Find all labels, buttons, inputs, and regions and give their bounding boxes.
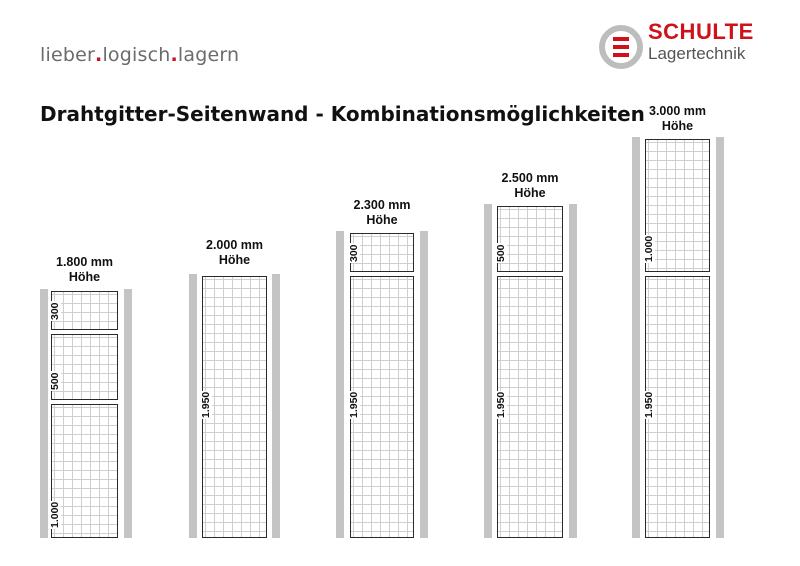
mesh-panel: 500 xyxy=(495,206,563,272)
mesh-panel: 500 xyxy=(49,334,118,400)
mesh-panel: 1.000 xyxy=(49,404,118,538)
mesh-panel: 300 xyxy=(348,233,414,272)
slogan-part: lagern xyxy=(177,44,240,66)
height-label: 1.800 mm Höhe xyxy=(31,255,138,285)
slogan-part: lieber xyxy=(40,44,96,66)
height-value: 2.000 mm xyxy=(206,238,263,252)
mesh-panel: 1.950 xyxy=(348,276,414,538)
support-post-left xyxy=(336,231,344,538)
panel-height-label: 1.000 xyxy=(643,234,655,263)
height-value: 1.800 mm xyxy=(56,255,113,269)
height-label: 2.300 mm Höhe xyxy=(330,198,434,228)
height-unit: Höhe xyxy=(366,213,398,227)
height-value: 3.000 mm xyxy=(649,104,706,118)
slogan: lieber.logisch.lagern xyxy=(40,44,239,66)
panel-height-label: 300 xyxy=(348,243,360,263)
panel-height-label: 500 xyxy=(495,243,507,263)
mesh-panel: 1.950 xyxy=(200,276,267,538)
support-post-right xyxy=(420,231,428,538)
panel-height-label: 1.950 xyxy=(348,390,360,419)
height-unit: Höhe xyxy=(68,270,101,284)
height-unit: Höhe xyxy=(218,253,251,267)
panel-height-label: 1.950 xyxy=(643,390,655,419)
support-post-left xyxy=(632,137,640,538)
panel-height-label: 1.950 xyxy=(495,390,507,419)
support-post-left xyxy=(40,289,48,538)
support-post-left xyxy=(189,274,197,538)
panel-height-label: 500 xyxy=(49,371,61,391)
support-post-left xyxy=(484,204,492,538)
height-value: 2.500 mm xyxy=(501,171,559,185)
slogan-part: logisch xyxy=(102,44,171,66)
height-label: 3.000 mm Höhe xyxy=(625,104,730,134)
height-value: 2.300 mm xyxy=(353,198,411,212)
logo-emblem-icon xyxy=(599,25,643,69)
mesh-panel: 1.950 xyxy=(643,276,710,538)
mesh-panel: 1.000 xyxy=(643,139,710,272)
page-title: Drahtgitter-Seitenwand - Kombinationsmög… xyxy=(40,102,645,126)
logo-subtitle: Lagertechnik xyxy=(648,44,746,63)
company-logo: SCHULTE Lagertechnik xyxy=(598,20,778,76)
height-label: 2.500 mm Höhe xyxy=(477,171,583,201)
height-unit: Höhe xyxy=(661,119,694,133)
panel-height-label: 300 xyxy=(49,301,61,321)
support-post-right xyxy=(124,289,132,538)
support-post-right xyxy=(716,137,724,538)
mesh-panel: 300 xyxy=(49,291,118,330)
height-unit: Höhe xyxy=(514,186,546,200)
support-post-right xyxy=(569,204,577,538)
logo-brand: SCHULTE xyxy=(648,19,754,44)
panel-height-label: 1.950 xyxy=(200,390,212,419)
slogan-dot: . xyxy=(170,44,178,66)
slogan-dot: . xyxy=(95,44,103,66)
support-post-right xyxy=(272,274,280,538)
height-label: 2.000 mm Höhe xyxy=(182,238,287,268)
mesh-panel: 1.950 xyxy=(495,276,563,538)
panel-height-label: 1.000 xyxy=(49,500,61,529)
